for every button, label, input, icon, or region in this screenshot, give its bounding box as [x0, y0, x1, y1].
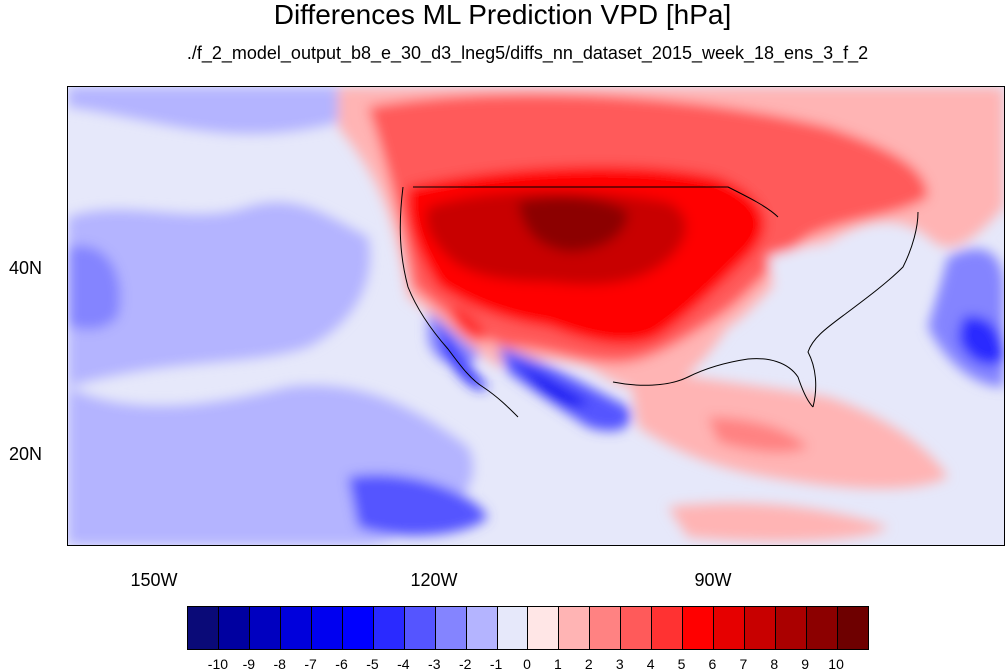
colorbar-swatch	[435, 607, 467, 649]
colorbar-swatch	[249, 607, 281, 649]
colorbar-tick-label: 6	[708, 656, 717, 672]
colorbar-tick-label: -3	[428, 656, 441, 672]
colorbar-swatch	[466, 607, 498, 649]
colorbar-swatch	[776, 607, 808, 649]
colorbar-swatch	[218, 607, 250, 649]
colorbar-tick-label: 8	[770, 656, 779, 672]
lon-label-150w: 150W	[130, 570, 178, 590]
lon-label-120w: 120W	[410, 570, 458, 590]
page-title: Differences ML Prediction VPD [hPa]	[273, 0, 732, 30]
page-subtitle: ./f_2_model_output_b8_e_30_d3_lneg5/diff…	[186, 43, 869, 63]
colorbar-tick-label: 10	[828, 656, 844, 672]
colorbar-swatch	[373, 607, 405, 649]
vpd-difference-map	[68, 87, 1004, 545]
colorbar-tick-label: -1	[489, 656, 503, 672]
colorbar-swatch	[280, 607, 312, 649]
map-panel	[67, 86, 1005, 546]
colorbar-tick-label: -10	[207, 656, 229, 672]
lon-label-90w: 90W	[694, 570, 732, 590]
colorbar-tick-label: -6	[335, 656, 348, 672]
colorbar-tick-label: 7	[739, 656, 748, 672]
colorbar-tick-label: 9	[801, 656, 810, 672]
colorbar-tick-label: -5	[366, 656, 379, 672]
colorbar-swatch	[807, 607, 839, 649]
colorbar-swatch	[188, 607, 219, 649]
colorbar-tick-label: 0	[523, 656, 531, 672]
colorbar	[187, 606, 869, 650]
colorbar-swatch	[683, 607, 715, 649]
colorbar-swatch	[652, 607, 684, 649]
colorbar-swatch	[528, 607, 560, 649]
lat-label-20n: 20N	[8, 444, 42, 464]
colorbar-swatch	[745, 607, 777, 649]
colorbar-tick-label: 4	[646, 656, 655, 672]
colorbar-tick-label: -4	[397, 656, 410, 672]
colorbar-swatch	[590, 607, 622, 649]
colorbar-tick-label: 1	[554, 656, 562, 672]
colorbar-swatch	[621, 607, 653, 649]
colorbar-tick-label: -8	[273, 656, 286, 672]
field-shading	[68, 87, 1004, 545]
lat-label-40n: 40N	[8, 258, 42, 278]
colorbar-tick-label: 2	[584, 656, 593, 672]
colorbar-tick-label: -9	[242, 656, 256, 672]
colorbar-swatch	[559, 607, 591, 649]
colorbar-swatch	[838, 607, 868, 649]
colorbar-tick-label: 5	[677, 656, 686, 672]
colorbar-tick-label: -7	[304, 656, 317, 672]
colorbar-swatch	[311, 607, 343, 649]
colorbar-swatch	[342, 607, 374, 649]
colorbar-tick-label: -2	[458, 656, 472, 672]
colorbar-swatch	[404, 607, 436, 649]
colorbar-swatch	[714, 607, 746, 649]
colorbar-swatch	[497, 607, 529, 649]
colorbar-tick-label: 3	[615, 656, 624, 672]
coastline-outlines	[399, 186, 919, 418]
